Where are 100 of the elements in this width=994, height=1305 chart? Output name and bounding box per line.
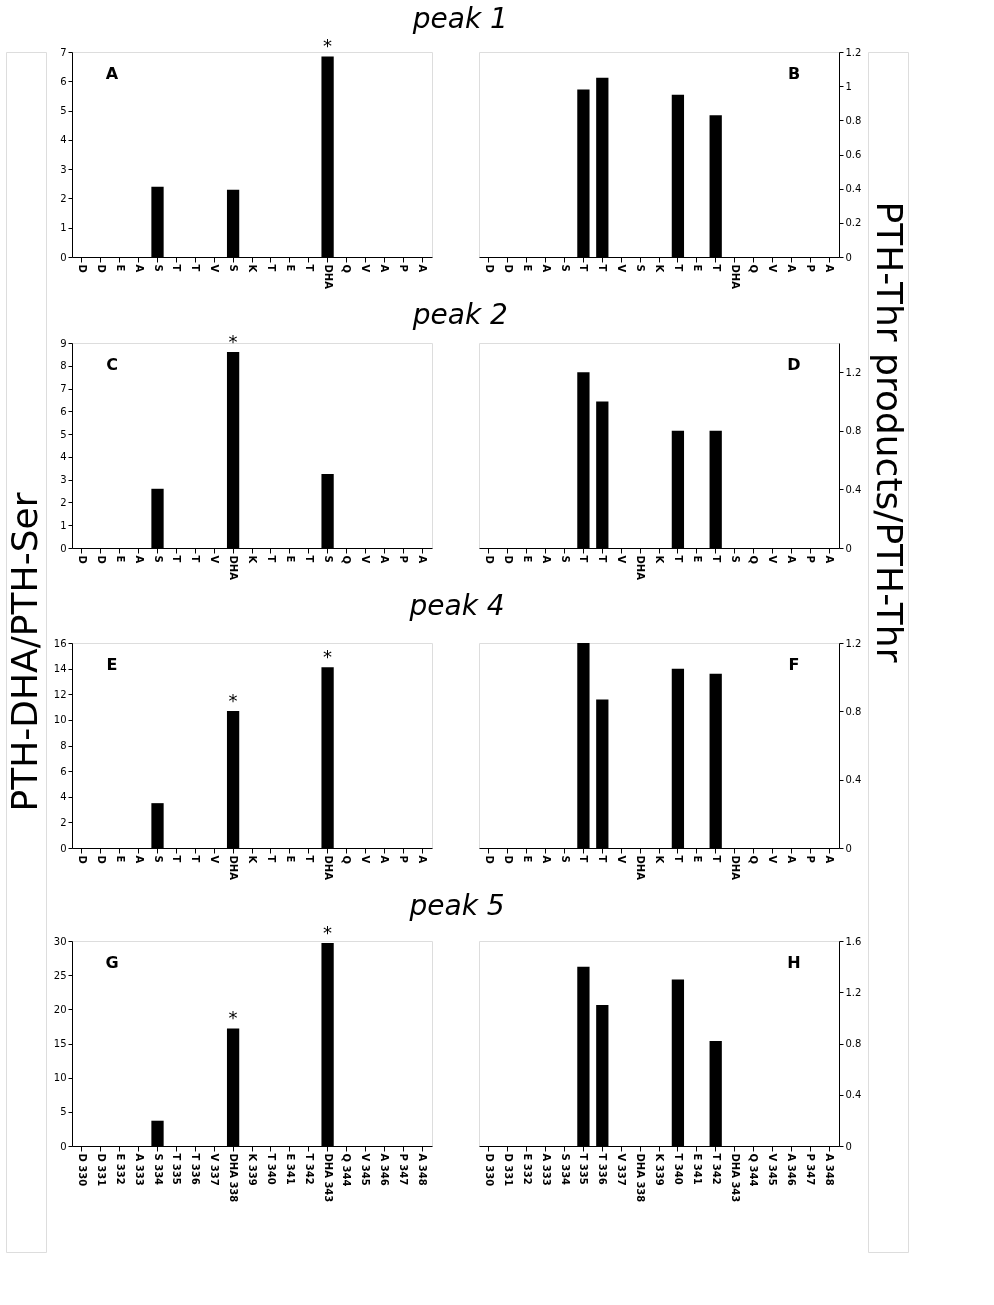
x-tick-label: S (729, 555, 741, 563)
x-tick-label: A (417, 555, 429, 564)
x-tick-label: D (483, 555, 495, 564)
x-tick-label: T 342 (303, 1153, 315, 1185)
x-tick-label: S (152, 855, 164, 863)
x-tick-label: A (133, 264, 145, 273)
x-tick-label: S 334 (152, 1153, 164, 1186)
x-tick-label: A 348 (417, 1153, 429, 1186)
x-tick-label: A (379, 855, 391, 864)
chart-title: peak 1 (411, 1, 508, 35)
y2-tick-label: 0.4 (845, 1089, 862, 1101)
x-tick-label: A (786, 264, 798, 273)
x-tick-label: P (398, 855, 410, 863)
x-tick-label: T (710, 264, 722, 272)
x-tick-label: D (76, 555, 88, 564)
x-tick-label: V (209, 555, 221, 564)
x-tick-label: D (502, 264, 514, 273)
y-tick-label: 5 (60, 1106, 67, 1118)
y-tick-label: 20 (53, 1003, 67, 1015)
y-tick-label: 2 (60, 816, 67, 828)
y-tick-label: 7 (60, 46, 67, 58)
x-tick-label: Q (748, 855, 760, 865)
x-tick-label: E (691, 855, 703, 863)
x-tick-label: K (247, 555, 258, 565)
x-tick-label: D 331 (95, 1153, 107, 1187)
x-tick-label: DHA 338 (228, 1153, 240, 1203)
y-tick-label: 7 (60, 383, 67, 395)
x-tick-label: P 347 (805, 1153, 817, 1186)
x-tick-label: E (114, 855, 126, 863)
y-tick-label: 0 (60, 842, 67, 854)
y-tick-label: 4 (60, 451, 67, 463)
x-tick-label: A (417, 855, 429, 864)
x-tick-label: T (190, 855, 202, 863)
x-tick-label: A (133, 555, 145, 564)
x-tick-label: V (209, 855, 221, 864)
x-tick-label: A (824, 555, 836, 564)
x-tick-label: V (767, 555, 779, 564)
x-tick-label: T 342 (710, 1153, 722, 1185)
y-tick-label: 3 (60, 163, 67, 175)
x-tick-label: A 333 (540, 1153, 552, 1186)
x-tick-label: D (502, 855, 514, 864)
x-tick-label: D (95, 855, 107, 864)
x-tick-label: E 332 (521, 1153, 533, 1185)
x-tick-label: E (691, 555, 703, 563)
annotation: E (106, 655, 118, 674)
y2-tick-label: 0 (845, 842, 852, 854)
x-tick-label: P (398, 264, 410, 272)
y-tick-label: 0 (60, 251, 67, 263)
x-tick-label: T (710, 555, 722, 563)
y2-tick-label: 0 (845, 1140, 852, 1152)
x-tick-label: DHA (322, 264, 334, 290)
annotation: G (105, 953, 119, 972)
x-tick-label: K (654, 555, 665, 565)
y2-tick-label: 1.2 (845, 46, 862, 58)
x-tick-label: K (247, 264, 258, 274)
x-tick-label: T (171, 855, 183, 863)
x-tick-label: K (247, 855, 258, 865)
y-tick-label: 8 (60, 740, 67, 751)
x-tick-label: S (559, 855, 571, 863)
x-tick-label: E (521, 555, 533, 563)
y2-tick-label: 0.4 (845, 183, 862, 195)
x-tick-label: D (502, 555, 514, 564)
x-tick-label: P 347 (398, 1153, 410, 1186)
y2-tick-label: 1.2 (845, 986, 862, 998)
x-tick-label: V 337 (616, 1153, 628, 1186)
y-tick-label: 6 (60, 765, 67, 777)
annotation: B (787, 64, 801, 83)
y2-tick-label: 0.8 (845, 114, 862, 126)
x-tick-label: S (559, 264, 571, 272)
x-tick-label: V (360, 555, 372, 564)
y-tick-label: 6 (60, 405, 67, 417)
y-tick-label: 2 (60, 192, 67, 204)
x-tick-label: T (303, 555, 315, 563)
y-tick-label: 5 (60, 105, 67, 117)
y-tick-label: 4 (60, 134, 67, 146)
y-tick-label: 9 (60, 337, 67, 349)
x-tick-label: T (265, 264, 277, 272)
y2-tick-label: 1.6 (845, 935, 862, 947)
y-tick-label: 16 (53, 637, 67, 649)
x-tick-label: E 332 (114, 1153, 126, 1185)
x-tick-label: T (171, 264, 183, 272)
y2-axis-title: PTH-Thr products/PTH-Thr (869, 201, 910, 663)
data-label: * (323, 35, 333, 57)
y2-tick-label: 0.6 (845, 149, 862, 160)
x-tick-label: E 341 (284, 1153, 296, 1185)
x-tick-label: D (76, 264, 88, 273)
data-label: * (228, 331, 238, 353)
x-tick-label: V (616, 264, 628, 273)
annotation: H (787, 953, 801, 972)
x-tick-label: S (152, 555, 164, 563)
y-tick-label: 5 (60, 428, 67, 440)
y-tick-label: 25 (53, 969, 67, 981)
x-tick-label: A 333 (133, 1153, 145, 1186)
x-tick-label: DHA (635, 855, 647, 881)
x-tick-label: A (540, 555, 552, 564)
x-tick-label: S (322, 555, 334, 563)
y2-tick-label: 0.2 (845, 217, 862, 229)
y-tick-label: 8 (60, 360, 67, 372)
y-tick-label: 12 (53, 688, 67, 700)
x-tick-label: E (521, 855, 533, 863)
